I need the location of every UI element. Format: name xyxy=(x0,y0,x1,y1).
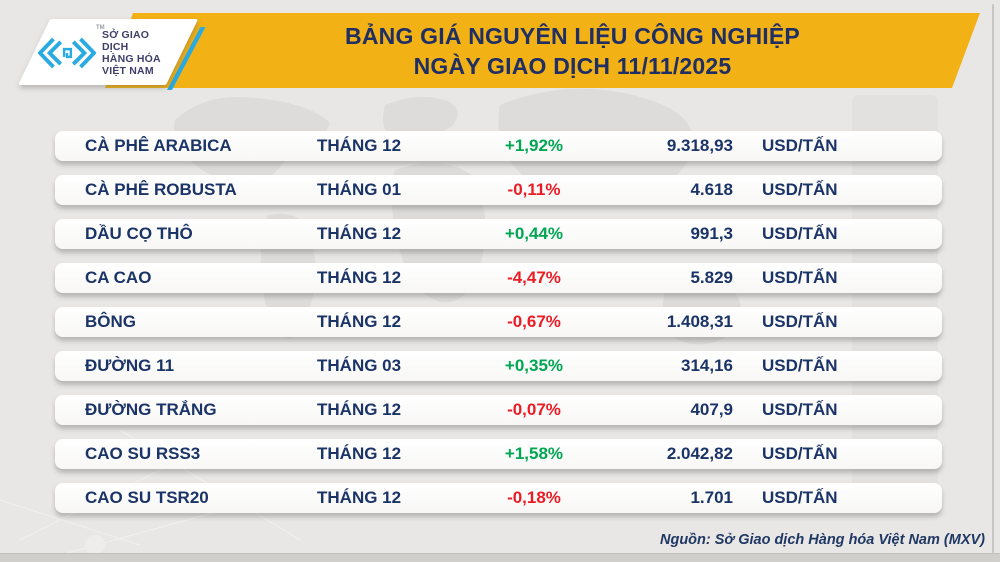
price-unit: USD/TẤN xyxy=(762,356,838,375)
slide-bottom-edge xyxy=(0,553,1000,562)
price-value: 1.701 xyxy=(690,488,733,507)
page-title-line1: BẢNG GIÁ NGUYÊN LIỆU CÔNG NGHIỆP xyxy=(345,22,800,49)
contract-month: THÁNG 12 xyxy=(317,268,402,287)
change-percent: -0,07% xyxy=(507,400,561,419)
price-unit: USD/TẤN xyxy=(762,268,838,287)
commodity-name: BÔNG xyxy=(85,312,136,331)
price-table-row: CÀ PHÊ ARABICA THÁNG 12 +1,92% 9.318,93 … xyxy=(55,131,942,161)
price-table-row: CAO SU TSR20 THÁNG 12 -0,18% 1.701 USD/T… xyxy=(55,483,942,513)
price-value: 2.042,82 xyxy=(666,444,733,463)
change-percent: -4,47% xyxy=(507,268,561,287)
contract-month: THÁNG 12 xyxy=(317,400,402,419)
logo-text-line1: SỞ GIAO DỊCH xyxy=(102,29,150,53)
price-table-row: CA CAO THÁNG 12 -4,47% 5.829 USD/TẤN xyxy=(55,263,942,293)
trademark-symbol: TM xyxy=(96,25,105,31)
contract-month: THÁNG 12 xyxy=(317,312,402,331)
commodity-name: DẦU CỌ THÔ xyxy=(85,224,193,243)
price-unit: USD/TẤN xyxy=(762,180,838,199)
price-value: 5.829 xyxy=(690,268,733,287)
contract-month: THÁNG 12 xyxy=(317,444,402,463)
change-percent: +1,92% xyxy=(504,136,564,155)
price-unit: USD/TẤN xyxy=(762,224,838,243)
price-value: 407,9 xyxy=(690,400,733,419)
price-unit: USD/TẤN xyxy=(762,312,838,331)
contract-month: THÁNG 01 xyxy=(317,180,402,199)
price-value: 314,16 xyxy=(681,356,733,375)
logo-text-line3: VIỆT NAM xyxy=(102,65,154,77)
mxv-chevron-diamond-icon xyxy=(38,37,96,69)
price-table-row: DẦU CỌ THÔ THÁNG 12 +0,44% 991,3 USD/TẤN xyxy=(55,219,942,249)
price-unit: USD/TẤN xyxy=(762,136,838,155)
commodity-name: ĐƯỜNG TRẮNG xyxy=(85,400,217,419)
header-banner: BẢNG GIÁ NGUYÊN LIỆU CÔNG NGHIỆP NGÀY GI… xyxy=(105,13,980,88)
contract-month: THÁNG 03 xyxy=(317,356,402,375)
mxv-logo: TM SỞ GIAO DỊCH HÀNG HÓA VIỆT NAM xyxy=(38,25,168,79)
price-table: CÀ PHÊ ARABICA THÁNG 12 +1,92% 9.318,93 … xyxy=(55,131,942,513)
source-note: Nguồn: Sở Giao dịch Hàng hóa Việt Nam (M… xyxy=(660,532,985,548)
price-table-row: ĐƯỜNG TRẮNG THÁNG 12 -0,07% 407,9 USD/TẤ… xyxy=(55,395,942,425)
change-percent: -0,67% xyxy=(507,312,561,331)
commodity-name: CAO SU RSS3 xyxy=(85,444,201,463)
change-percent: +1,58% xyxy=(504,444,564,463)
change-percent: -0,18% xyxy=(507,488,561,507)
contract-month: THÁNG 12 xyxy=(317,136,402,155)
change-percent: +0,44% xyxy=(504,224,564,243)
price-value: 991,3 xyxy=(690,224,733,243)
price-unit: USD/TẤN xyxy=(762,444,838,463)
change-percent: -0,11% xyxy=(507,180,561,199)
change-percent: +0,35% xyxy=(504,356,564,375)
price-value: 4.618 xyxy=(690,180,733,199)
price-table-row: CÀ PHÊ ROBUSTA THÁNG 01 -0,11% 4.618 USD… xyxy=(55,175,942,205)
price-value: 1.408,31 xyxy=(666,312,733,331)
commodity-name: CÀ PHÊ ROBUSTA xyxy=(85,180,237,199)
price-unit: USD/TẤN xyxy=(762,488,838,507)
price-table-row: CAO SU RSS3 THÁNG 12 +1,58% 2.042,82 USD… xyxy=(55,439,942,469)
commodity-name: CÀ PHÊ ARABICA xyxy=(85,136,232,155)
contract-month: THÁNG 12 xyxy=(317,224,402,243)
price-table-row: ĐƯỜNG 11 THÁNG 03 +0,35% 314,16 USD/TẤN xyxy=(55,351,942,381)
contract-month: THÁNG 12 xyxy=(317,488,402,507)
mxv-logo-wordmark: SỞ GIAO DỊCH HÀNG HÓA VIỆT NAM xyxy=(102,29,168,77)
price-value: 9.318,93 xyxy=(666,136,733,155)
price-unit: USD/TẤN xyxy=(762,400,838,419)
logo-text-line2: HÀNG HÓA xyxy=(102,53,161,65)
commodity-name: CAO SU TSR20 xyxy=(85,488,209,507)
page-title-line2: NGÀY GIAO DỊCH 11/11/2025 xyxy=(413,52,732,79)
price-table-row: BÔNG THÁNG 12 -0,67% 1.408,31 USD/TẤN xyxy=(55,307,942,337)
slide-right-edge xyxy=(992,4,994,553)
commodity-name: ĐƯỜNG 11 xyxy=(85,356,175,375)
commodity-name: CA CAO xyxy=(85,268,152,287)
